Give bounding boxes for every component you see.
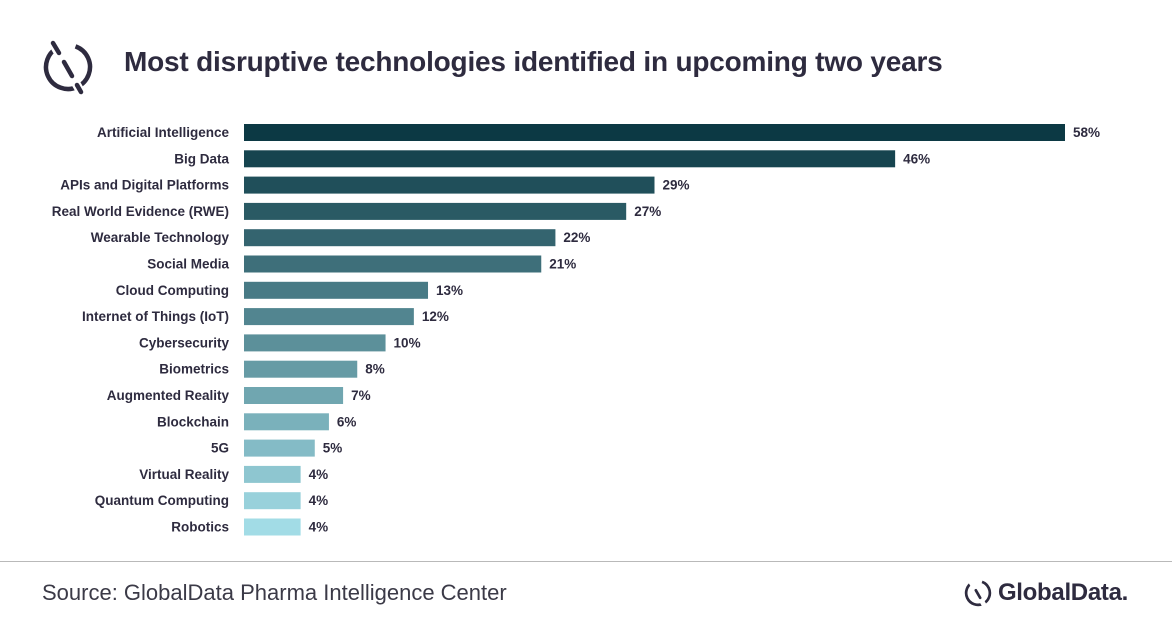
bar [244,439,315,457]
value-label: 58% [1073,125,1100,140]
category-label: Real World Evidence (RWE) [52,204,229,219]
value-label: 27% [634,204,661,219]
category-label: Artificial Intelligence [97,125,230,140]
value-label: 7% [351,388,371,403]
globaldata-logo-icon [43,37,93,97]
value-label: 21% [549,257,576,272]
brand-logo: GlobalData. [964,576,1128,610]
category-label: Cloud Computing [116,283,229,298]
bar [244,150,896,168]
category-label: Augmented Reality [107,388,230,403]
value-label: 4% [309,520,329,535]
bar [244,176,655,194]
category-label: 5G [211,441,229,456]
bar [244,281,429,299]
bar [244,465,301,483]
value-label: 4% [309,493,329,508]
bar [244,124,1065,141]
bar [244,255,542,273]
value-label: 6% [337,414,357,429]
category-label: Blockchain [157,414,229,429]
value-label: 12% [422,309,449,324]
value-label: 4% [309,467,329,482]
value-label: 10% [394,335,421,350]
value-label: 13% [436,283,463,298]
category-label: Wearable Technology [91,230,230,245]
category-label: Virtual Reality [139,467,229,482]
value-label: 8% [365,362,385,377]
category-label: Biometrics [159,362,229,377]
value-label: 5% [323,441,343,456]
bar [244,387,344,404]
bar [244,413,329,431]
bar [244,492,301,510]
bar [244,518,301,536]
category-label: Quantum Computing [95,493,229,508]
bar [244,360,358,378]
bar [244,229,556,247]
category-label: Social Media [147,257,229,272]
category-label: Robotics [171,520,229,535]
category-label: Internet of Things (IoT) [82,309,229,324]
footer-divider [0,561,1172,562]
brand-wordmark: GlobalData. [997,579,1128,606]
category-label: Cybersecurity [139,335,230,350]
value-label: 46% [903,151,930,166]
bar [244,202,627,220]
category-label: Big Data [174,151,229,166]
value-label: 29% [663,178,690,193]
category-label: APIs and Digital Platforms [60,178,229,193]
bar [244,334,386,352]
bar [244,308,414,326]
chart-title: Most disruptive technologies identified … [124,46,943,77]
globaldata-brand-icon [964,577,992,609]
value-label: 22% [563,230,590,245]
source-note: Source: GlobalData Pharma Intelligence C… [42,580,507,605]
bar-chart: Artificial Intelligence 58% Big Data 46% API… [52,124,1100,536]
